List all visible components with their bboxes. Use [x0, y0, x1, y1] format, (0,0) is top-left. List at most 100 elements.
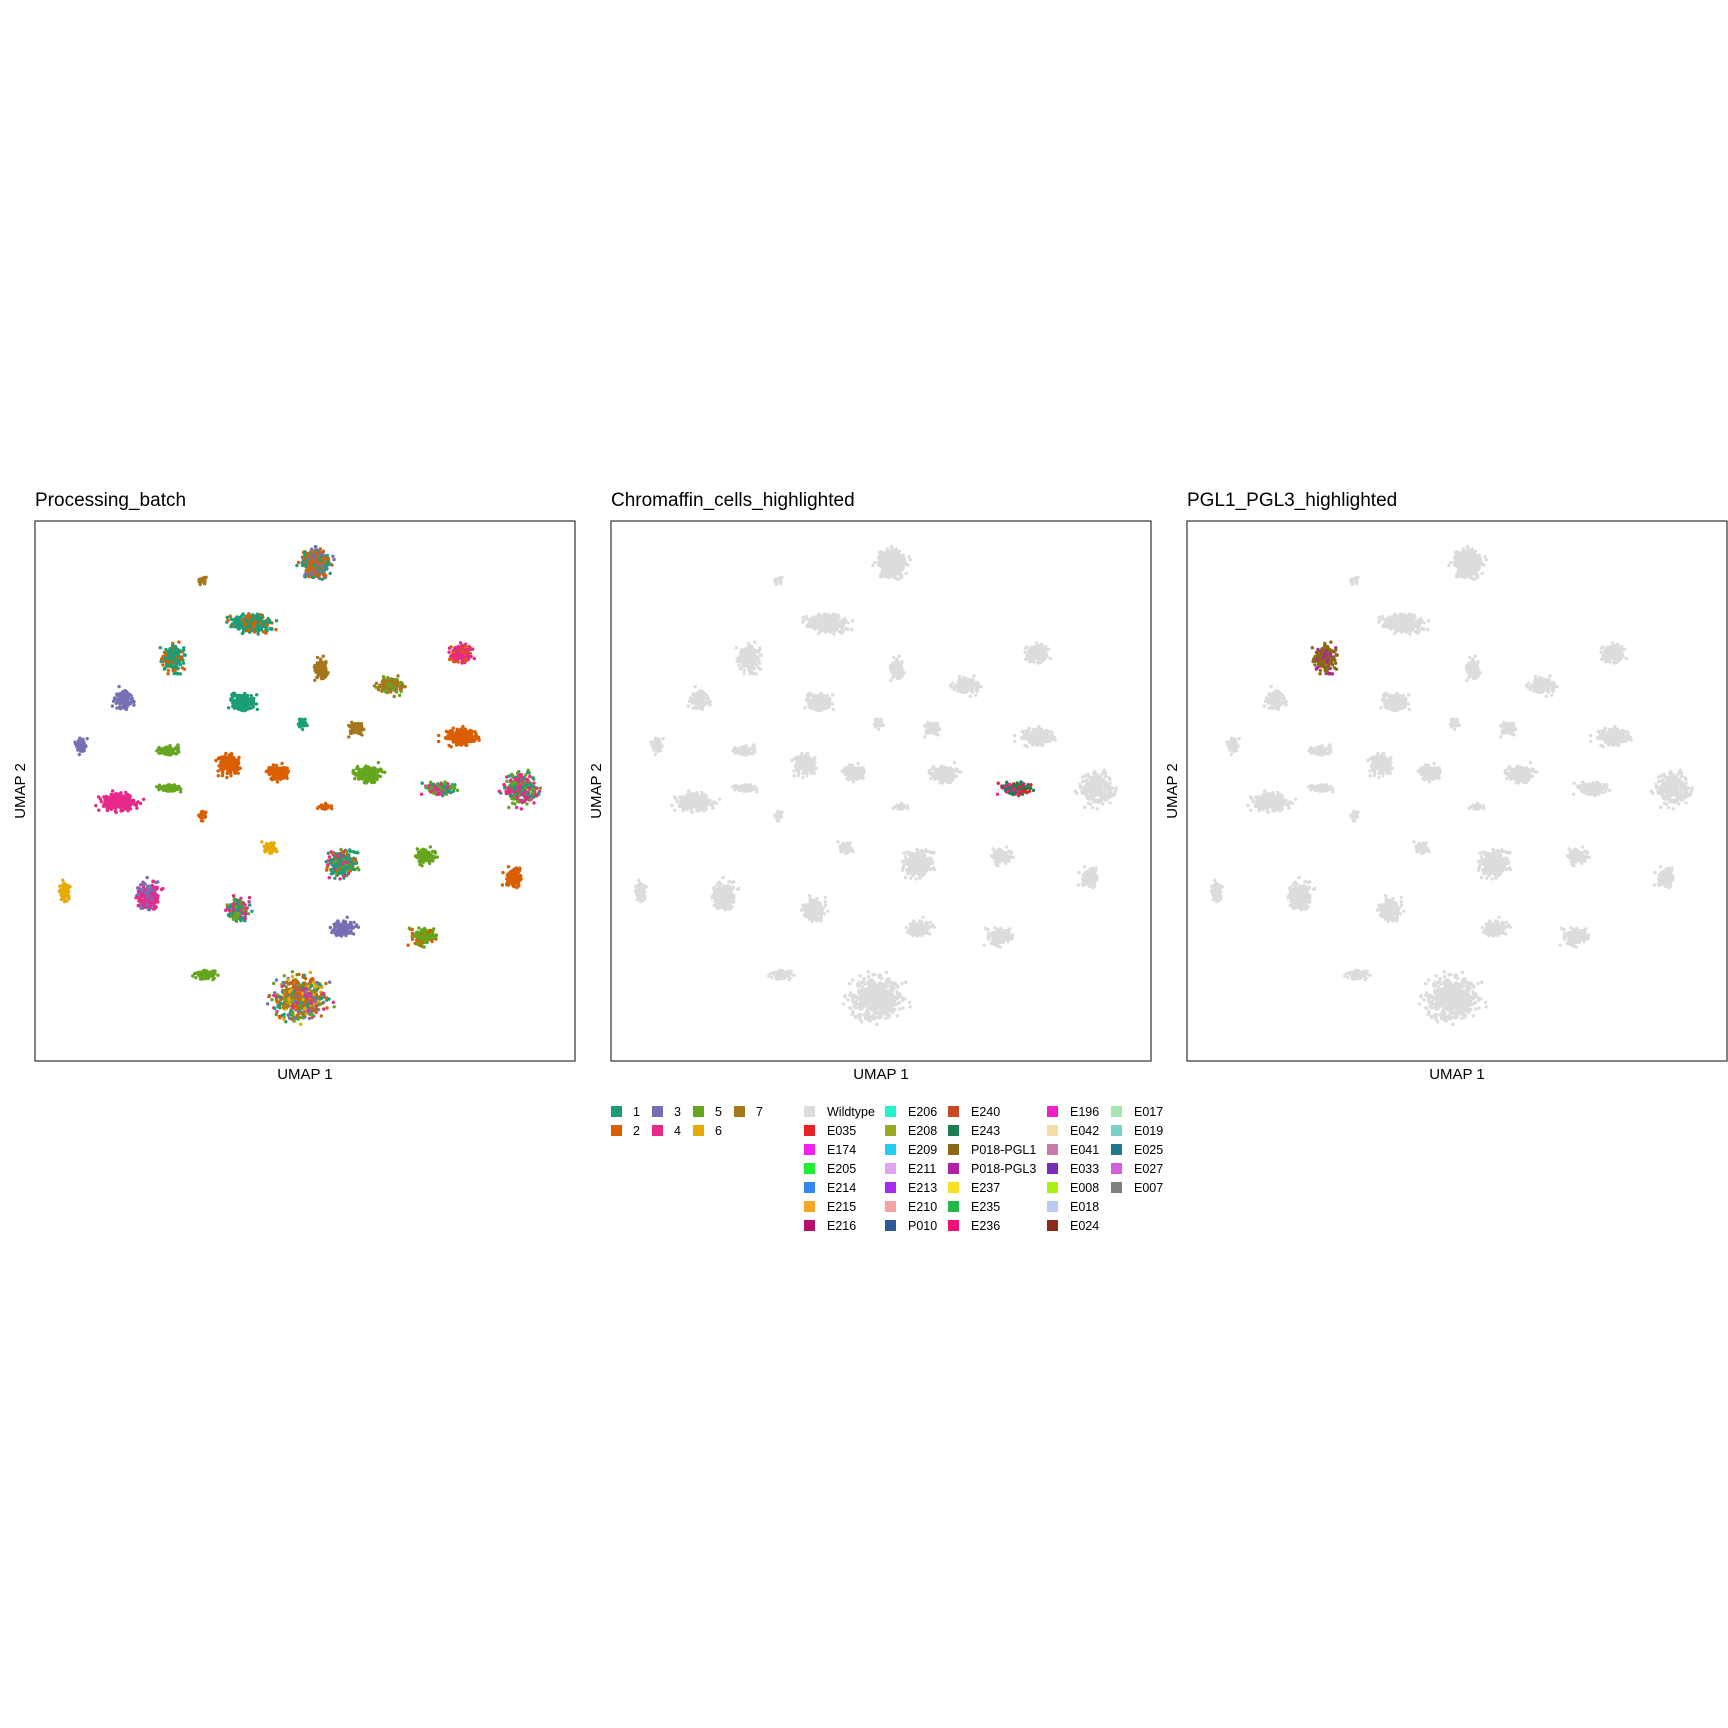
cluster-28 — [134, 875, 165, 912]
cell-point — [300, 561, 304, 565]
cell-point — [341, 867, 345, 871]
cell-point — [299, 718, 303, 723]
cell-point — [235, 703, 240, 707]
cell-point — [346, 871, 351, 876]
cell-point — [236, 625, 240, 629]
cluster-10 — [296, 717, 309, 732]
cell-point — [303, 573, 307, 577]
cell-point — [161, 663, 165, 667]
cell-point — [251, 614, 255, 618]
cell-point — [331, 863, 336, 868]
cell-point — [169, 659, 173, 663]
cell-point — [169, 648, 173, 652]
cell-point — [424, 784, 429, 788]
cell-point — [146, 894, 150, 898]
cell-point — [318, 547, 323, 551]
cell-point — [509, 794, 513, 798]
cell-point — [357, 868, 361, 872]
cell-point — [345, 915, 349, 919]
cell-point — [436, 791, 440, 795]
cell-point — [247, 612, 251, 617]
cell-point — [115, 803, 119, 807]
cell-point — [370, 778, 374, 783]
cell-point — [236, 697, 240, 702]
cell-point — [175, 655, 179, 659]
cluster-29 — [224, 894, 254, 923]
cell-point — [247, 895, 252, 900]
cell-point — [274, 627, 278, 632]
cell-point — [228, 753, 232, 757]
cell-point — [442, 791, 446, 796]
cell-point — [256, 630, 260, 634]
cell-point — [399, 687, 404, 691]
cell-point — [226, 757, 231, 762]
cell-point — [269, 776, 273, 781]
cell-point — [225, 615, 229, 620]
cell-point — [244, 705, 248, 709]
cell-point — [241, 630, 245, 635]
cell-point — [114, 810, 118, 815]
cell-point — [157, 745, 161, 750]
cell-point — [443, 780, 447, 784]
cell-point — [248, 903, 252, 907]
cell-point — [127, 794, 131, 799]
cell-point — [305, 551, 309, 555]
cell-point — [461, 643, 465, 648]
cell-point — [333, 876, 337, 880]
cell-point — [524, 783, 528, 788]
cell-point — [452, 738, 457, 743]
cell-point — [507, 805, 511, 810]
cell-point — [173, 747, 177, 751]
cell-point — [225, 775, 229, 780]
cell-point — [251, 705, 255, 709]
cell-point — [321, 549, 326, 553]
cell-point — [324, 661, 328, 665]
cell-point — [117, 684, 121, 689]
cell-point — [229, 698, 233, 702]
cell-point — [85, 736, 89, 741]
cell-point — [428, 845, 433, 849]
cell-point — [509, 869, 514, 874]
cluster-8 — [110, 684, 136, 712]
cell-point — [470, 729, 474, 734]
cluster-31 — [328, 915, 361, 938]
cell-point — [97, 795, 101, 799]
cell-point — [260, 840, 264, 844]
cell-point — [447, 650, 451, 654]
panel-1-title: Processing_batch — [35, 490, 186, 511]
cell-point — [444, 729, 449, 734]
cell-point — [296, 560, 301, 565]
cell-point — [431, 782, 435, 787]
cell-point — [528, 774, 532, 779]
cell-point — [319, 659, 323, 664]
cell-point — [328, 925, 332, 930]
cell-point — [171, 652, 175, 656]
cell-point — [332, 557, 336, 562]
cell-point — [330, 563, 334, 567]
cell-point — [103, 797, 108, 801]
cell-point — [182, 648, 186, 652]
cell-point — [351, 725, 355, 729]
cell-point — [457, 739, 462, 743]
cell-point — [364, 771, 369, 776]
cell-point — [439, 782, 443, 786]
cell-point — [177, 750, 181, 754]
cell-point — [272, 841, 276, 845]
cell-point — [182, 667, 187, 671]
cell-point — [230, 763, 234, 767]
cell-point — [453, 783, 457, 787]
cell-point — [236, 771, 240, 775]
cell-point — [358, 726, 362, 730]
cell-point — [428, 858, 433, 863]
cell-point — [249, 619, 253, 623]
cell-point — [532, 787, 536, 791]
cell-point — [62, 899, 67, 904]
cell-point — [234, 916, 238, 921]
cell-point — [77, 748, 81, 752]
cluster-25 — [324, 847, 361, 881]
cell-point — [334, 852, 338, 856]
cell-point — [250, 909, 254, 913]
cluster-5 — [447, 641, 476, 665]
cell-point — [173, 668, 177, 672]
cell-point — [64, 890, 68, 894]
